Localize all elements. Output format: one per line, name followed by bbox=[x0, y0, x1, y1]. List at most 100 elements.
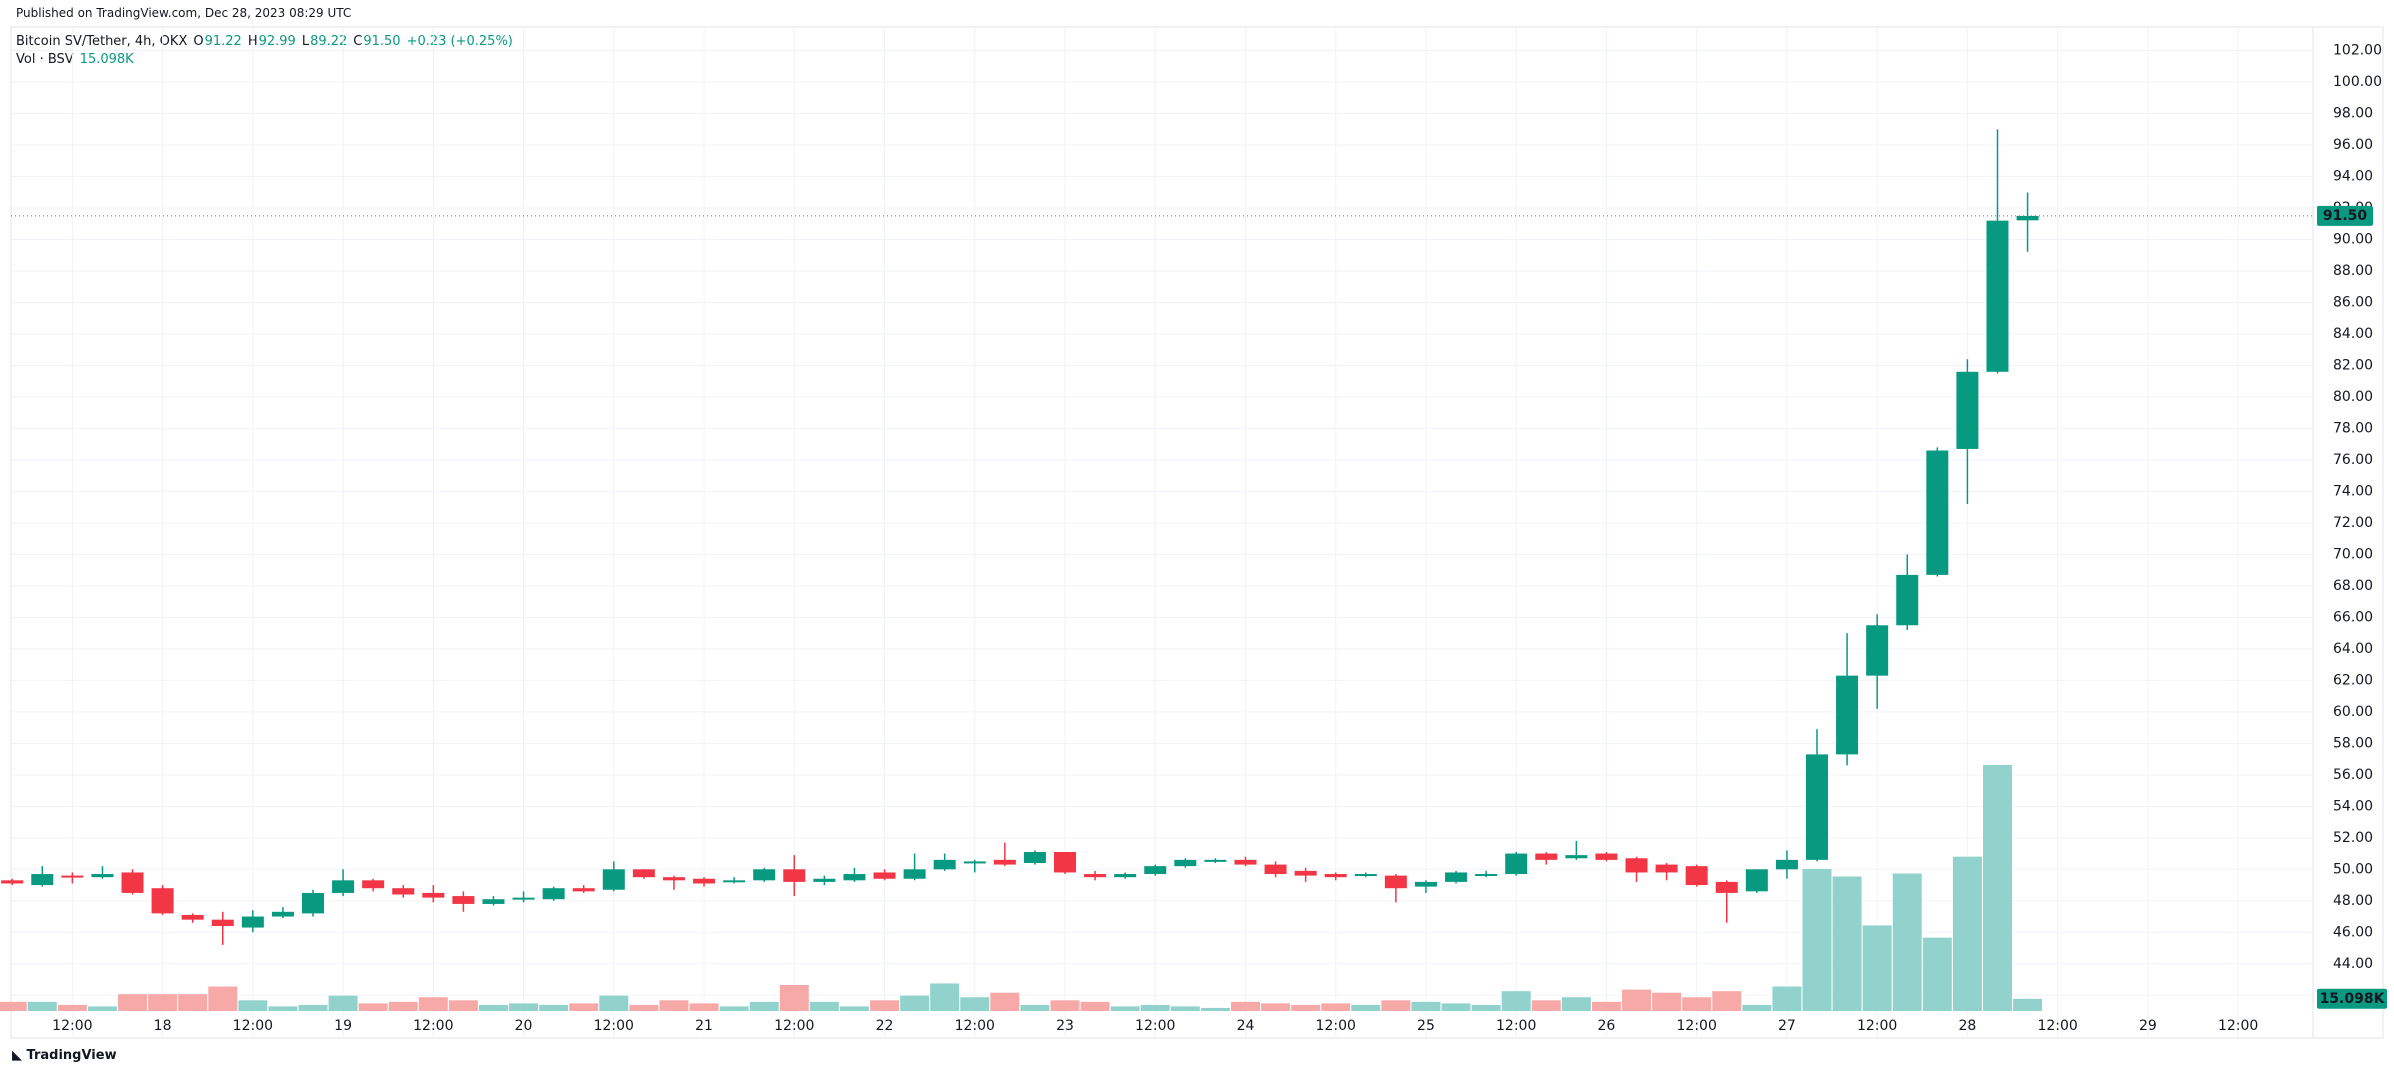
x-tick-label: 24 bbox=[1237, 1018, 1255, 1034]
volume-bar bbox=[298, 1004, 328, 1011]
y-tick-label: 74.00 bbox=[2333, 483, 2373, 499]
y-tick-label: 70.00 bbox=[2333, 546, 2373, 562]
volume-bar bbox=[960, 997, 990, 1011]
volume-bar bbox=[268, 1006, 298, 1011]
x-tick-label: 12:00 bbox=[1857, 1018, 1897, 1034]
volume-bar bbox=[118, 994, 148, 1011]
candle-body bbox=[1054, 851, 1076, 873]
candle-body bbox=[963, 861, 986, 864]
volume-bar bbox=[1291, 1004, 1321, 1011]
candle-body bbox=[1685, 866, 1708, 886]
candle-body bbox=[151, 888, 174, 914]
x-tick-label: 12:00 bbox=[233, 1018, 273, 1034]
price-label: 91.50 bbox=[2323, 208, 2368, 224]
y-tick-label: 64.00 bbox=[2333, 641, 2373, 657]
volume-bar bbox=[1261, 1003, 1291, 1011]
candle-body bbox=[332, 880, 355, 893]
ohlc-value: 89.22 bbox=[310, 34, 348, 49]
x-tick-label: 12:00 bbox=[1135, 1018, 1175, 1034]
volume-bar bbox=[1742, 1004, 1772, 1011]
candle-body bbox=[1174, 859, 1197, 867]
y-tick-label: 60.00 bbox=[2333, 704, 2373, 720]
x-tick-label: 12:00 bbox=[1496, 1018, 1536, 1034]
symbol: Bitcoin SV/Tether, 4h, OKX bbox=[16, 34, 188, 49]
y-tick-label: 94.00 bbox=[2333, 169, 2373, 185]
candle-body bbox=[362, 880, 385, 889]
x-tick-label: 18 bbox=[154, 1018, 172, 1034]
candle-body bbox=[1535, 853, 1558, 860]
candle-body bbox=[602, 869, 625, 890]
volume-bar bbox=[1411, 1001, 1441, 1011]
candle-body bbox=[1806, 754, 1828, 860]
y-tick-label: 46.00 bbox=[2333, 924, 2373, 940]
x-tick-label: 22 bbox=[876, 1018, 894, 1034]
candle-body bbox=[452, 896, 475, 904]
x-tick-label: 28 bbox=[1958, 1018, 1976, 1034]
brand: ◣ TradingView bbox=[12, 1048, 117, 1063]
volume-bar bbox=[418, 997, 448, 1011]
x-tick-label: 27 bbox=[1778, 1018, 1796, 1034]
volume-bar bbox=[1952, 856, 1982, 1011]
y-tick-label: 62.00 bbox=[2333, 672, 2373, 688]
y-tick-label: 86.00 bbox=[2333, 295, 2373, 311]
volume-bar bbox=[1140, 1004, 1170, 1011]
published-note: Published on TradingView.com, Dec 28, 20… bbox=[16, 6, 352, 20]
volume-bar bbox=[749, 1001, 779, 1011]
y-tick-label: 78.00 bbox=[2333, 420, 2373, 436]
candle-body bbox=[1926, 450, 1949, 575]
volume-bar bbox=[689, 1003, 719, 1011]
volume-bar bbox=[1381, 1000, 1411, 1011]
candle-body bbox=[1896, 574, 1919, 626]
candle-body bbox=[241, 916, 264, 928]
candle-body bbox=[31, 874, 54, 886]
candle-body bbox=[783, 869, 806, 882]
volume-bar bbox=[1682, 997, 1712, 1011]
volume-label: 15.098K bbox=[2320, 991, 2386, 1007]
x-tick-label: 20 bbox=[515, 1018, 533, 1034]
candle-body bbox=[1956, 371, 1979, 449]
candle-body bbox=[903, 869, 926, 879]
volume-bar bbox=[328, 995, 358, 1011]
ohlc-value: 91.22 bbox=[204, 34, 242, 49]
candle-body bbox=[271, 911, 294, 917]
y-tick-label: 58.00 bbox=[2333, 735, 2373, 751]
ohlc-value: 91.50 bbox=[363, 34, 401, 49]
volume-bar bbox=[0, 1001, 27, 1011]
candle-body bbox=[1084, 874, 1107, 878]
x-tick-label: 23 bbox=[1056, 1018, 1074, 1034]
volume-bar bbox=[1471, 1004, 1501, 1011]
candle-body bbox=[1986, 220, 2009, 372]
candle-body bbox=[1505, 853, 1528, 875]
volume-bar bbox=[358, 1003, 388, 1011]
candle-body bbox=[753, 869, 776, 881]
candle-body bbox=[843, 874, 866, 881]
volume-bar bbox=[569, 1003, 599, 1011]
candle-body bbox=[1264, 864, 1287, 875]
x-tick-label: 12:00 bbox=[774, 1018, 814, 1034]
volume-legend: Vol · BSV 15.098K bbox=[16, 52, 140, 67]
volume-bar bbox=[1080, 1001, 1110, 1011]
volume-bar bbox=[1561, 997, 1591, 1011]
x-tick-label: 29 bbox=[2139, 1018, 2157, 1034]
volume-bar bbox=[2013, 998, 2043, 1011]
candle-body bbox=[723, 880, 746, 883]
y-tick-label: 100.00 bbox=[2333, 74, 2382, 90]
volume-bar bbox=[1441, 1003, 1471, 1011]
volume-bar bbox=[539, 1004, 569, 1011]
y-tick-label: 50.00 bbox=[2333, 861, 2373, 877]
y-tick-label: 96.00 bbox=[2333, 137, 2373, 153]
volume-bar bbox=[1622, 989, 1652, 1011]
candle-body bbox=[1475, 874, 1498, 877]
y-tick-label: 56.00 bbox=[2333, 767, 2373, 783]
price-label-box bbox=[2317, 205, 2373, 226]
x-tick-label: 19 bbox=[334, 1018, 352, 1034]
candle-body bbox=[61, 875, 84, 878]
y-tick-label: 98.00 bbox=[2333, 106, 2373, 122]
volume-bar bbox=[719, 1006, 749, 1011]
candle-body bbox=[1324, 874, 1347, 878]
volume-bar bbox=[1892, 873, 1922, 1011]
candle-body bbox=[392, 888, 415, 895]
candle-body bbox=[1144, 866, 1167, 875]
y-tick-label: 90.00 bbox=[2333, 232, 2373, 248]
